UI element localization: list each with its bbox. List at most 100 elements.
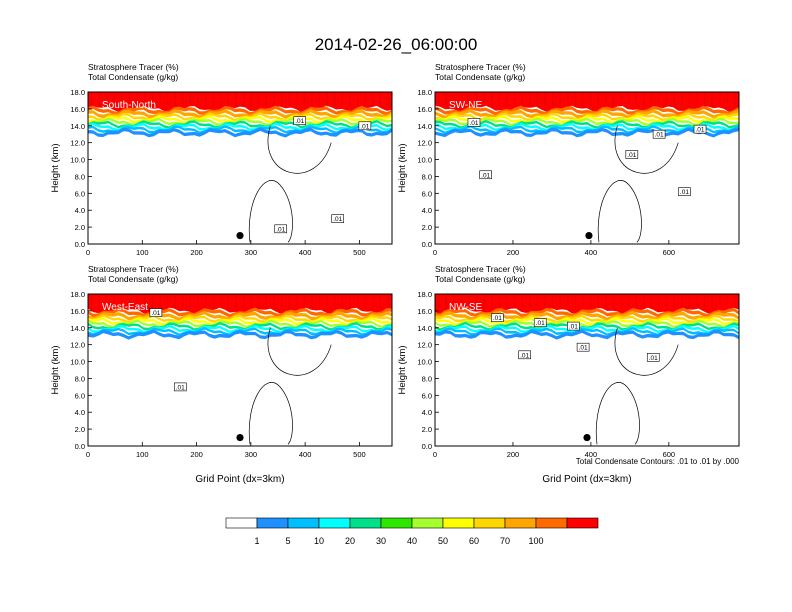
plot-frame — [434, 293, 740, 447]
contour-label-box — [533, 318, 547, 328]
tracer-streak — [106, 294, 108, 309]
panel-title-line: Total Condensate (g/kg) — [88, 274, 178, 284]
y-tick-label: 6.0 — [75, 189, 85, 198]
y-tick-label: 8.0 — [75, 374, 85, 383]
x-tick-label: 500 — [353, 248, 366, 257]
tracer-streak — [506, 92, 508, 107]
contour-label-box — [331, 214, 345, 223]
tracer-streak — [357, 92, 359, 107]
tracer-streak — [273, 92, 275, 107]
tracer-streak — [544, 294, 546, 309]
tracer-streak — [476, 92, 478, 107]
tracer-streak — [704, 92, 706, 107]
tracer-streak — [483, 92, 485, 107]
colorbar-swatch — [566, 517, 599, 529]
tracer-streak — [281, 294, 283, 309]
y-tick-label: 16.0 — [417, 307, 432, 316]
panel-title-line: Total Condensate (g/kg) — [435, 72, 525, 82]
tracer-streak — [91, 92, 93, 107]
tracer-streak — [151, 294, 154, 309]
y-tick-label: 18.0 — [417, 290, 432, 299]
tracer-streak — [521, 92, 523, 107]
tracer-streak — [326, 92, 328, 107]
panel-title-line: Stratosphere Tracer (%) — [88, 264, 179, 274]
panel-region-label: South-North — [102, 100, 156, 111]
y-axis-label: Height (km) — [397, 345, 408, 394]
tracer-streak — [303, 92, 306, 107]
tracer-band — [88, 117, 392, 127]
y-tick-label: 16.0 — [417, 105, 432, 114]
tracer-streak — [445, 294, 447, 309]
y-axis-label: Height (km) — [397, 143, 408, 192]
colorbar-swatch — [380, 517, 413, 529]
tracer-streak — [529, 294, 531, 309]
contour-label-box — [576, 342, 590, 352]
tracer-streak — [265, 92, 268, 107]
y-tick-label: 0.0 — [422, 442, 432, 451]
colorbar-swatch — [411, 517, 444, 529]
tracer-streak — [174, 294, 176, 309]
tracer-streak — [681, 92, 683, 107]
y-tick-label: 2.0 — [422, 223, 432, 232]
tracer-streak — [650, 294, 653, 309]
y-tick-label: 8.0 — [422, 172, 432, 181]
tracer-streak — [597, 92, 599, 107]
tracer-streak — [734, 294, 736, 309]
panel-title-line: Total Condensate (g/kg) — [88, 72, 178, 82]
panel-title-line: Stratosphere Tracer (%) — [88, 62, 179, 72]
tracer-band — [88, 324, 392, 334]
x-tick-label: 300 — [245, 450, 258, 459]
tracer-band — [435, 294, 739, 315]
tracer-streak — [357, 294, 359, 309]
tracer-streak — [521, 294, 523, 309]
tracer-streak — [205, 294, 207, 309]
tracer-streak — [658, 294, 660, 309]
tracer-streak — [212, 294, 214, 309]
tracer-streak — [235, 92, 237, 107]
colorbar-label: 70 — [500, 536, 510, 546]
tracer-streak — [250, 294, 252, 309]
tracer-streak — [711, 92, 713, 107]
tracer-streak — [159, 92, 161, 107]
y-tick-label: 14.0 — [417, 324, 432, 333]
contour-label-box — [358, 121, 372, 131]
tracer-streak — [620, 294, 622, 309]
tracer-streak — [311, 92, 313, 107]
tracer-streak — [303, 294, 306, 309]
contour-note: Total Condensate Contours: .01 to .01 by… — [576, 457, 740, 466]
contour-label: .01 — [176, 384, 185, 391]
tracer-streak — [453, 294, 455, 309]
tracer-field — [88, 294, 392, 445]
contour-label-box — [491, 313, 504, 322]
tracer-streak — [574, 294, 577, 309]
tracer-streak — [460, 92, 463, 107]
contour-label-box — [625, 150, 639, 159]
tracer-streak — [121, 294, 123, 309]
y-tick-label: 6.0 — [422, 391, 432, 400]
x-tick-label: 500 — [353, 450, 366, 459]
panel-2: Stratosphere Tracer (%)Total Condensate … — [50, 264, 393, 485]
tracer-streak — [673, 92, 675, 107]
tracer-streak — [167, 92, 169, 107]
tracer-streak — [372, 294, 374, 309]
tracer-streak — [590, 294, 592, 309]
tracer-streak — [445, 92, 447, 107]
panel-title-line: Stratosphere Tracer (%) — [435, 62, 526, 72]
x-tick-label: 200 — [190, 248, 203, 257]
tracer-streak — [536, 294, 539, 309]
tracer-band — [435, 329, 739, 340]
tracer-streak — [250, 92, 252, 107]
panel-title-line: Total Condensate (g/kg) — [435, 274, 525, 284]
contour-label: .01 — [151, 310, 160, 317]
y-tick-label: 18.0 — [417, 88, 432, 97]
tracer-band — [88, 329, 392, 340]
tracer-streak — [605, 294, 607, 309]
tracer-band — [88, 92, 392, 113]
colorbar-label: 20 — [345, 536, 355, 546]
tracer-streak — [704, 294, 706, 309]
tracer-band — [435, 319, 739, 329]
tracer-streak — [498, 294, 501, 309]
tracer-streak — [387, 294, 389, 309]
x-tick-label: 300 — [245, 248, 258, 257]
